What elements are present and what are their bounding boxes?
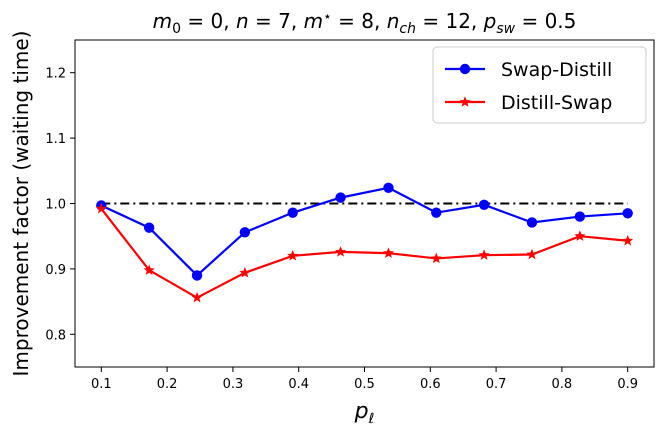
y-tick-label: 1.1: [45, 132, 66, 147]
x-tick-label: 0.3: [223, 377, 244, 392]
x-tick-label: 0.7: [486, 377, 507, 392]
data-point: [622, 234, 634, 246]
y-axis-label: Improvement factor (waiting time): [9, 31, 33, 377]
y-tick-label: 0.9: [45, 263, 66, 278]
data-point: [574, 211, 586, 222]
data-point: [143, 264, 155, 275]
legend-marker: [459, 63, 471, 75]
data-point: [526, 248, 538, 260]
data-point: [478, 199, 490, 211]
data-point: [430, 252, 442, 264]
data-point: [191, 270, 203, 281]
plot-area: [95, 182, 634, 303]
data-point: [287, 207, 298, 218]
legend-label: Swap-Distill: [501, 59, 612, 81]
data-point: [95, 202, 107, 214]
legend-item: Swap-Distill: [445, 59, 612, 81]
data-point: [622, 208, 633, 219]
x-tick-label: 0.2: [157, 377, 178, 392]
series-swap-distill: [96, 182, 633, 281]
data-point: [239, 267, 251, 278]
data-point: [574, 230, 586, 241]
data-point: [239, 227, 251, 238]
data-point: [526, 217, 538, 228]
x-axis-label: pℓ: [354, 399, 375, 427]
x-tick-label: 0.1: [91, 377, 112, 392]
x-tick-label: 0.6: [420, 377, 441, 392]
y-tick-label: 1.0: [45, 198, 66, 213]
data-point: [335, 192, 346, 203]
legend-label: Distill-Swap: [501, 92, 612, 114]
legend: Swap-Distill Distill-Swap: [432, 46, 647, 124]
x-tick-label: 0.9: [617, 377, 638, 392]
data-point: [335, 246, 347, 257]
data-point: [431, 207, 442, 218]
data-point: [478, 249, 490, 260]
chart-title: m0 = 0, n = 7, m⋆ = 8, nch = 12, psw = 0…: [153, 9, 577, 37]
data-point: [143, 222, 155, 233]
data-point: [191, 291, 203, 303]
series-distill-swap: [95, 202, 634, 303]
y-tick-label: 1.2: [45, 67, 66, 82]
axes: 0.1 0.2 0.3 0.4 0.5 0.6 0.7 0.8 0.9 0.8 0.9 1.0 1.1 1…: [45, 39, 655, 392]
data-point: [383, 182, 394, 194]
legend-marker: [459, 96, 471, 107]
series-line: [100, 208, 628, 299]
x-tick-label: 0.5: [354, 377, 375, 392]
y-tick-label: 0.8: [45, 328, 66, 343]
chart-title-text: m0 = 0, n = 7, m⋆ = 8, nch = 12, psw = 0…: [153, 9, 577, 37]
x-tick-label: 0.4: [288, 377, 309, 392]
legend-item: Distill-Swap: [445, 92, 612, 114]
series-line: [100, 186, 628, 277]
x-tick-label: 0.8: [552, 377, 573, 392]
data-point: [287, 250, 299, 261]
data-point: [382, 247, 394, 258]
axis-labels: pℓ Improvement factor (waiting time): [9, 31, 374, 427]
legend-box: [432, 46, 647, 124]
